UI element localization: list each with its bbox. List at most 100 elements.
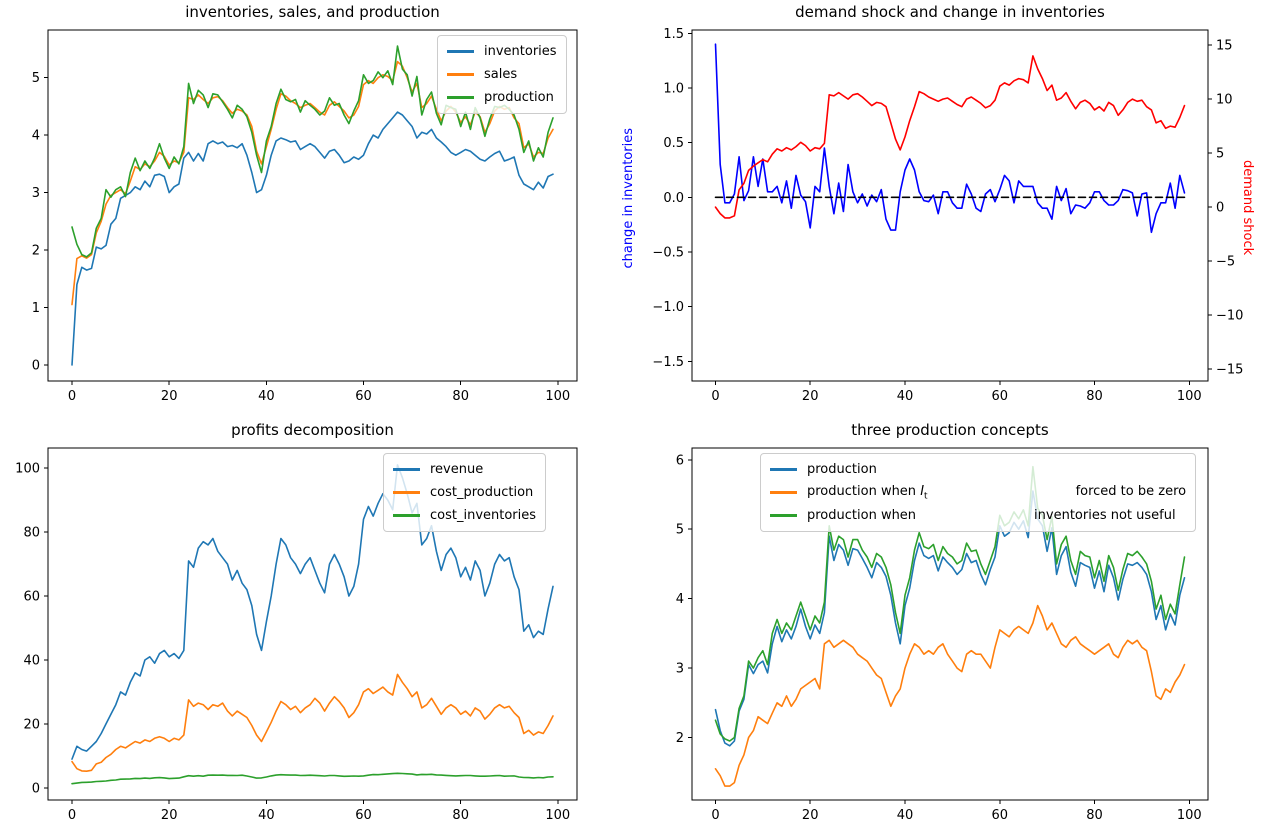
x-tick-label: 80 <box>452 389 469 404</box>
legend-line-swatch <box>447 50 474 53</box>
legend-item-production-inv-not-useful: production when inventories not useful <box>770 504 1186 527</box>
x-tick-label: 20 <box>161 808 178 823</box>
legend-label: production when It forced to be zero <box>807 483 1187 502</box>
y-tick-label-right: −15 <box>1216 363 1243 378</box>
x-tick-label: 20 <box>161 389 178 404</box>
y-tick-label: 0.0 <box>663 191 684 206</box>
y-tick-label: 20 <box>23 717 40 732</box>
series-cost-production <box>71 673 554 773</box>
x-tick-label: 40 <box>258 808 275 823</box>
legend-line-swatch <box>770 468 797 471</box>
y-tick-label-right: 15 <box>1216 39 1233 54</box>
chart-title-top-left: inventories, sales, and production <box>185 3 440 21</box>
x-tick-label: 40 <box>258 389 275 404</box>
y-tick-label: −0.5 <box>652 246 684 261</box>
legend-label: production <box>807 462 877 477</box>
chart-title-bottom-left: profits decomposition <box>231 421 394 439</box>
x-tick-label: 40 <box>897 808 914 823</box>
y-tick-label: −1.0 <box>652 300 684 315</box>
y-tick-label: 5 <box>32 71 40 86</box>
y-axis-label-right: demand shock <box>1240 160 1255 256</box>
x-tick-label: 60 <box>992 389 1009 404</box>
y-tick-label: 0.5 <box>663 136 684 151</box>
series-revenue <box>71 464 554 760</box>
y-tick-label: 80 <box>23 526 40 541</box>
y-tick-label: 60 <box>23 590 40 605</box>
x-tick-label: 0 <box>68 808 76 823</box>
legend-label: cost_production <box>430 485 534 500</box>
y-tick-label: 4 <box>32 129 40 144</box>
axes-frame <box>47 29 578 382</box>
x-tick-label: 80 <box>1086 808 1103 823</box>
y-tick-label: 0 <box>32 358 40 373</box>
legend-line-swatch <box>393 514 420 517</box>
y-tick-label: 2 <box>32 244 40 259</box>
legend-label: cost_inventories <box>430 508 537 523</box>
y-tick-label: 6 <box>676 453 684 468</box>
x-tick-label: 60 <box>355 389 372 404</box>
y-tick-label-right: 0 <box>1216 201 1224 216</box>
y-tick-label-right: −5 <box>1216 255 1235 270</box>
y-tick-label: 3 <box>32 186 40 201</box>
legend-line-swatch <box>393 468 420 471</box>
y-tick-label: 1.5 <box>663 27 684 42</box>
legend-item-cost-inventories: cost_inventories <box>393 504 536 527</box>
series-production <box>71 45 554 258</box>
series-production-inv-forced-zero <box>714 604 1186 787</box>
legend-label: production when inventories not useful <box>807 508 1176 523</box>
x-tick-label: 80 <box>452 808 469 823</box>
x-tick-label: 100 <box>1177 389 1202 404</box>
chart-title-bottom-right: three production concepts <box>851 421 1049 439</box>
legend: inventories sales production <box>437 35 567 114</box>
legend-label: revenue <box>430 462 484 477</box>
axes-frame <box>47 447 578 801</box>
x-tick-label: 40 <box>897 389 914 404</box>
axes-frame <box>691 447 1209 801</box>
x-tick-label: 100 <box>1177 808 1202 823</box>
y-tick-label-right: 5 <box>1216 147 1224 162</box>
y-tick-label-right: 10 <box>1216 93 1233 108</box>
y-tick-label-right: −10 <box>1216 309 1243 324</box>
legend-line-swatch <box>770 491 797 494</box>
subplot-demand-shock <box>692 30 1208 381</box>
y-axis-label-left: change in inventories <box>621 128 636 269</box>
x-tick-label: 100 <box>545 808 570 823</box>
legend-line-swatch <box>447 96 474 99</box>
legend-item-cost-production: cost_production <box>393 481 536 504</box>
y-tick-label: 4 <box>676 592 684 607</box>
y-tick-label: 2 <box>676 731 684 746</box>
x-tick-label: 0 <box>711 389 719 404</box>
y-tick-label: 100 <box>15 462 40 477</box>
y-tick-label: 3 <box>676 662 684 677</box>
legend-line-swatch <box>393 491 420 494</box>
legend-item-sales: sales <box>447 63 557 86</box>
legend-line-swatch <box>770 514 797 517</box>
series-production-inv-not-useful <box>714 465 1186 742</box>
legend-label: production <box>484 90 554 105</box>
legend: revenue cost_production cost_inventories <box>383 453 547 532</box>
x-tick-label: 20 <box>802 808 819 823</box>
x-tick-label: 60 <box>355 808 372 823</box>
x-tick-label: 80 <box>1086 389 1103 404</box>
math-variable: I <box>920 483 925 499</box>
y-tick-label: 1.0 <box>663 82 684 97</box>
x-tick-label: 100 <box>545 389 570 404</box>
legend-item-production-inv-forced-zero: production when It forced to be zero <box>770 481 1186 504</box>
x-tick-label: 0 <box>711 808 719 823</box>
y-tick-label: 5 <box>676 523 684 538</box>
series-demand-shock <box>714 55 1186 219</box>
legend-item-revenue: revenue <box>393 458 536 481</box>
y-tick-label: 40 <box>23 654 40 669</box>
axes-frame <box>691 29 1209 382</box>
legend-label: sales <box>484 67 518 82</box>
legend-item-production: production <box>770 458 1186 481</box>
legend: production production when It forced to be… <box>760 453 1197 532</box>
series-cost-inventories <box>71 772 554 785</box>
x-tick-label: 0 <box>68 389 76 404</box>
series-inventories <box>71 111 554 366</box>
legend-item-inventories: inventories <box>447 40 557 63</box>
x-tick-label: 20 <box>802 389 819 404</box>
legend-item-production: production <box>447 86 557 109</box>
